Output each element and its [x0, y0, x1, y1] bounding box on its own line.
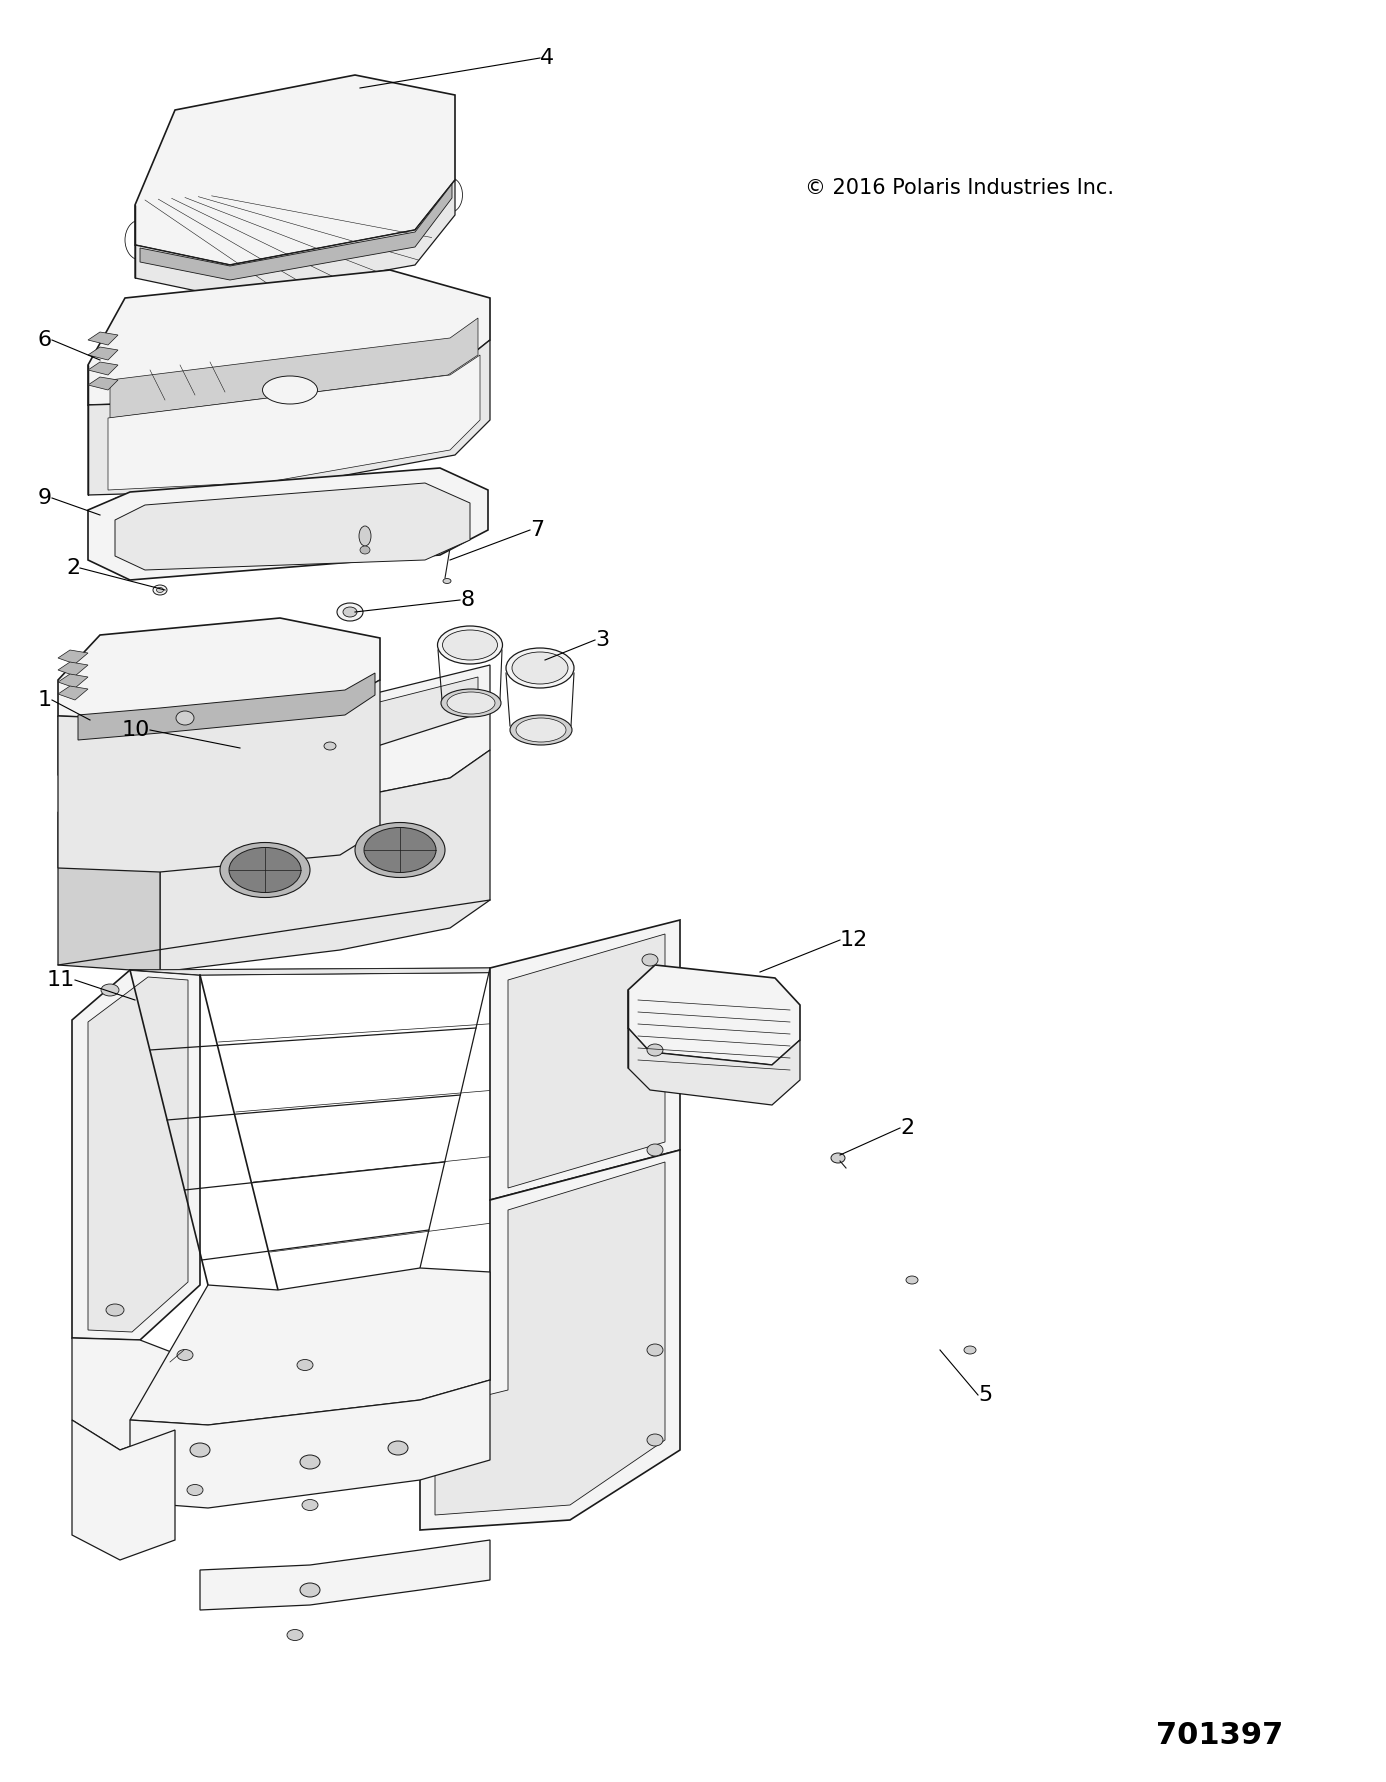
Text: © 2016 Polaris Industries Inc.: © 2016 Polaris Industries Inc. — [805, 178, 1114, 198]
Ellipse shape — [287, 1629, 304, 1641]
Ellipse shape — [647, 1344, 663, 1356]
Polygon shape — [134, 75, 455, 266]
Polygon shape — [175, 677, 478, 781]
Polygon shape — [78, 674, 376, 740]
Text: 1: 1 — [37, 690, 53, 709]
Polygon shape — [130, 1269, 491, 1426]
Polygon shape — [58, 674, 87, 688]
Ellipse shape — [359, 526, 371, 545]
Polygon shape — [130, 968, 560, 975]
Ellipse shape — [832, 1153, 845, 1164]
Polygon shape — [58, 681, 380, 871]
Ellipse shape — [355, 823, 445, 877]
Text: 9: 9 — [37, 488, 53, 508]
Polygon shape — [87, 362, 118, 374]
Text: 12: 12 — [840, 930, 868, 950]
Text: 10: 10 — [122, 720, 150, 740]
Polygon shape — [72, 1338, 205, 1451]
Ellipse shape — [262, 376, 317, 405]
Polygon shape — [159, 750, 491, 971]
Ellipse shape — [229, 848, 301, 893]
Ellipse shape — [444, 579, 450, 583]
Polygon shape — [200, 1540, 491, 1609]
Text: 5: 5 — [979, 1385, 992, 1404]
Ellipse shape — [177, 1349, 193, 1360]
Polygon shape — [628, 966, 800, 1066]
Ellipse shape — [360, 545, 370, 554]
Ellipse shape — [442, 631, 498, 659]
Polygon shape — [491, 920, 681, 1199]
Ellipse shape — [365, 827, 437, 873]
Polygon shape — [134, 180, 455, 298]
Ellipse shape — [297, 1360, 313, 1370]
Polygon shape — [58, 813, 159, 971]
Polygon shape — [159, 709, 491, 820]
Polygon shape — [159, 665, 491, 775]
Polygon shape — [72, 1420, 175, 1559]
Polygon shape — [58, 650, 87, 665]
Ellipse shape — [157, 588, 164, 592]
Ellipse shape — [438, 625, 503, 665]
Ellipse shape — [299, 1454, 320, 1468]
Text: 7: 7 — [529, 520, 545, 540]
Ellipse shape — [506, 649, 574, 688]
Ellipse shape — [337, 602, 363, 620]
Polygon shape — [108, 355, 480, 490]
Ellipse shape — [516, 718, 565, 741]
Polygon shape — [140, 184, 452, 280]
Polygon shape — [87, 378, 118, 390]
Ellipse shape — [647, 1144, 663, 1157]
Polygon shape — [109, 317, 478, 419]
Text: 8: 8 — [460, 590, 474, 609]
Polygon shape — [72, 969, 200, 1340]
Polygon shape — [87, 469, 488, 579]
Ellipse shape — [190, 1443, 211, 1458]
Polygon shape — [87, 977, 188, 1331]
Polygon shape — [58, 686, 87, 700]
Ellipse shape — [965, 1345, 976, 1354]
Polygon shape — [87, 340, 491, 495]
Ellipse shape — [299, 1582, 320, 1597]
Polygon shape — [130, 1379, 491, 1508]
Polygon shape — [87, 331, 118, 346]
Ellipse shape — [187, 1484, 202, 1495]
Text: 11: 11 — [47, 969, 75, 991]
Polygon shape — [509, 934, 665, 1189]
Ellipse shape — [324, 741, 335, 750]
Polygon shape — [58, 716, 100, 820]
Polygon shape — [58, 661, 87, 675]
Text: 2: 2 — [900, 1117, 915, 1139]
Text: 3: 3 — [595, 631, 608, 650]
Ellipse shape — [510, 715, 572, 745]
Ellipse shape — [101, 984, 119, 996]
Polygon shape — [420, 1149, 681, 1531]
Ellipse shape — [342, 608, 358, 617]
Ellipse shape — [105, 1304, 123, 1315]
Ellipse shape — [642, 953, 658, 966]
Polygon shape — [628, 1028, 800, 1105]
Ellipse shape — [176, 711, 194, 725]
Text: 701397: 701397 — [1156, 1720, 1283, 1750]
Ellipse shape — [647, 1044, 663, 1057]
Ellipse shape — [647, 1435, 663, 1445]
Ellipse shape — [441, 690, 500, 716]
Text: 4: 4 — [541, 48, 554, 68]
Ellipse shape — [220, 843, 310, 898]
Text: 6: 6 — [37, 330, 53, 349]
Polygon shape — [87, 347, 118, 360]
Polygon shape — [115, 483, 470, 570]
Polygon shape — [58, 618, 380, 720]
Ellipse shape — [388, 1442, 407, 1454]
Ellipse shape — [152, 584, 166, 595]
Ellipse shape — [511, 652, 568, 684]
Polygon shape — [87, 271, 491, 405]
Ellipse shape — [906, 1276, 918, 1285]
Ellipse shape — [302, 1499, 317, 1511]
Polygon shape — [435, 1162, 665, 1515]
Text: 2: 2 — [67, 558, 80, 577]
Ellipse shape — [448, 691, 495, 715]
